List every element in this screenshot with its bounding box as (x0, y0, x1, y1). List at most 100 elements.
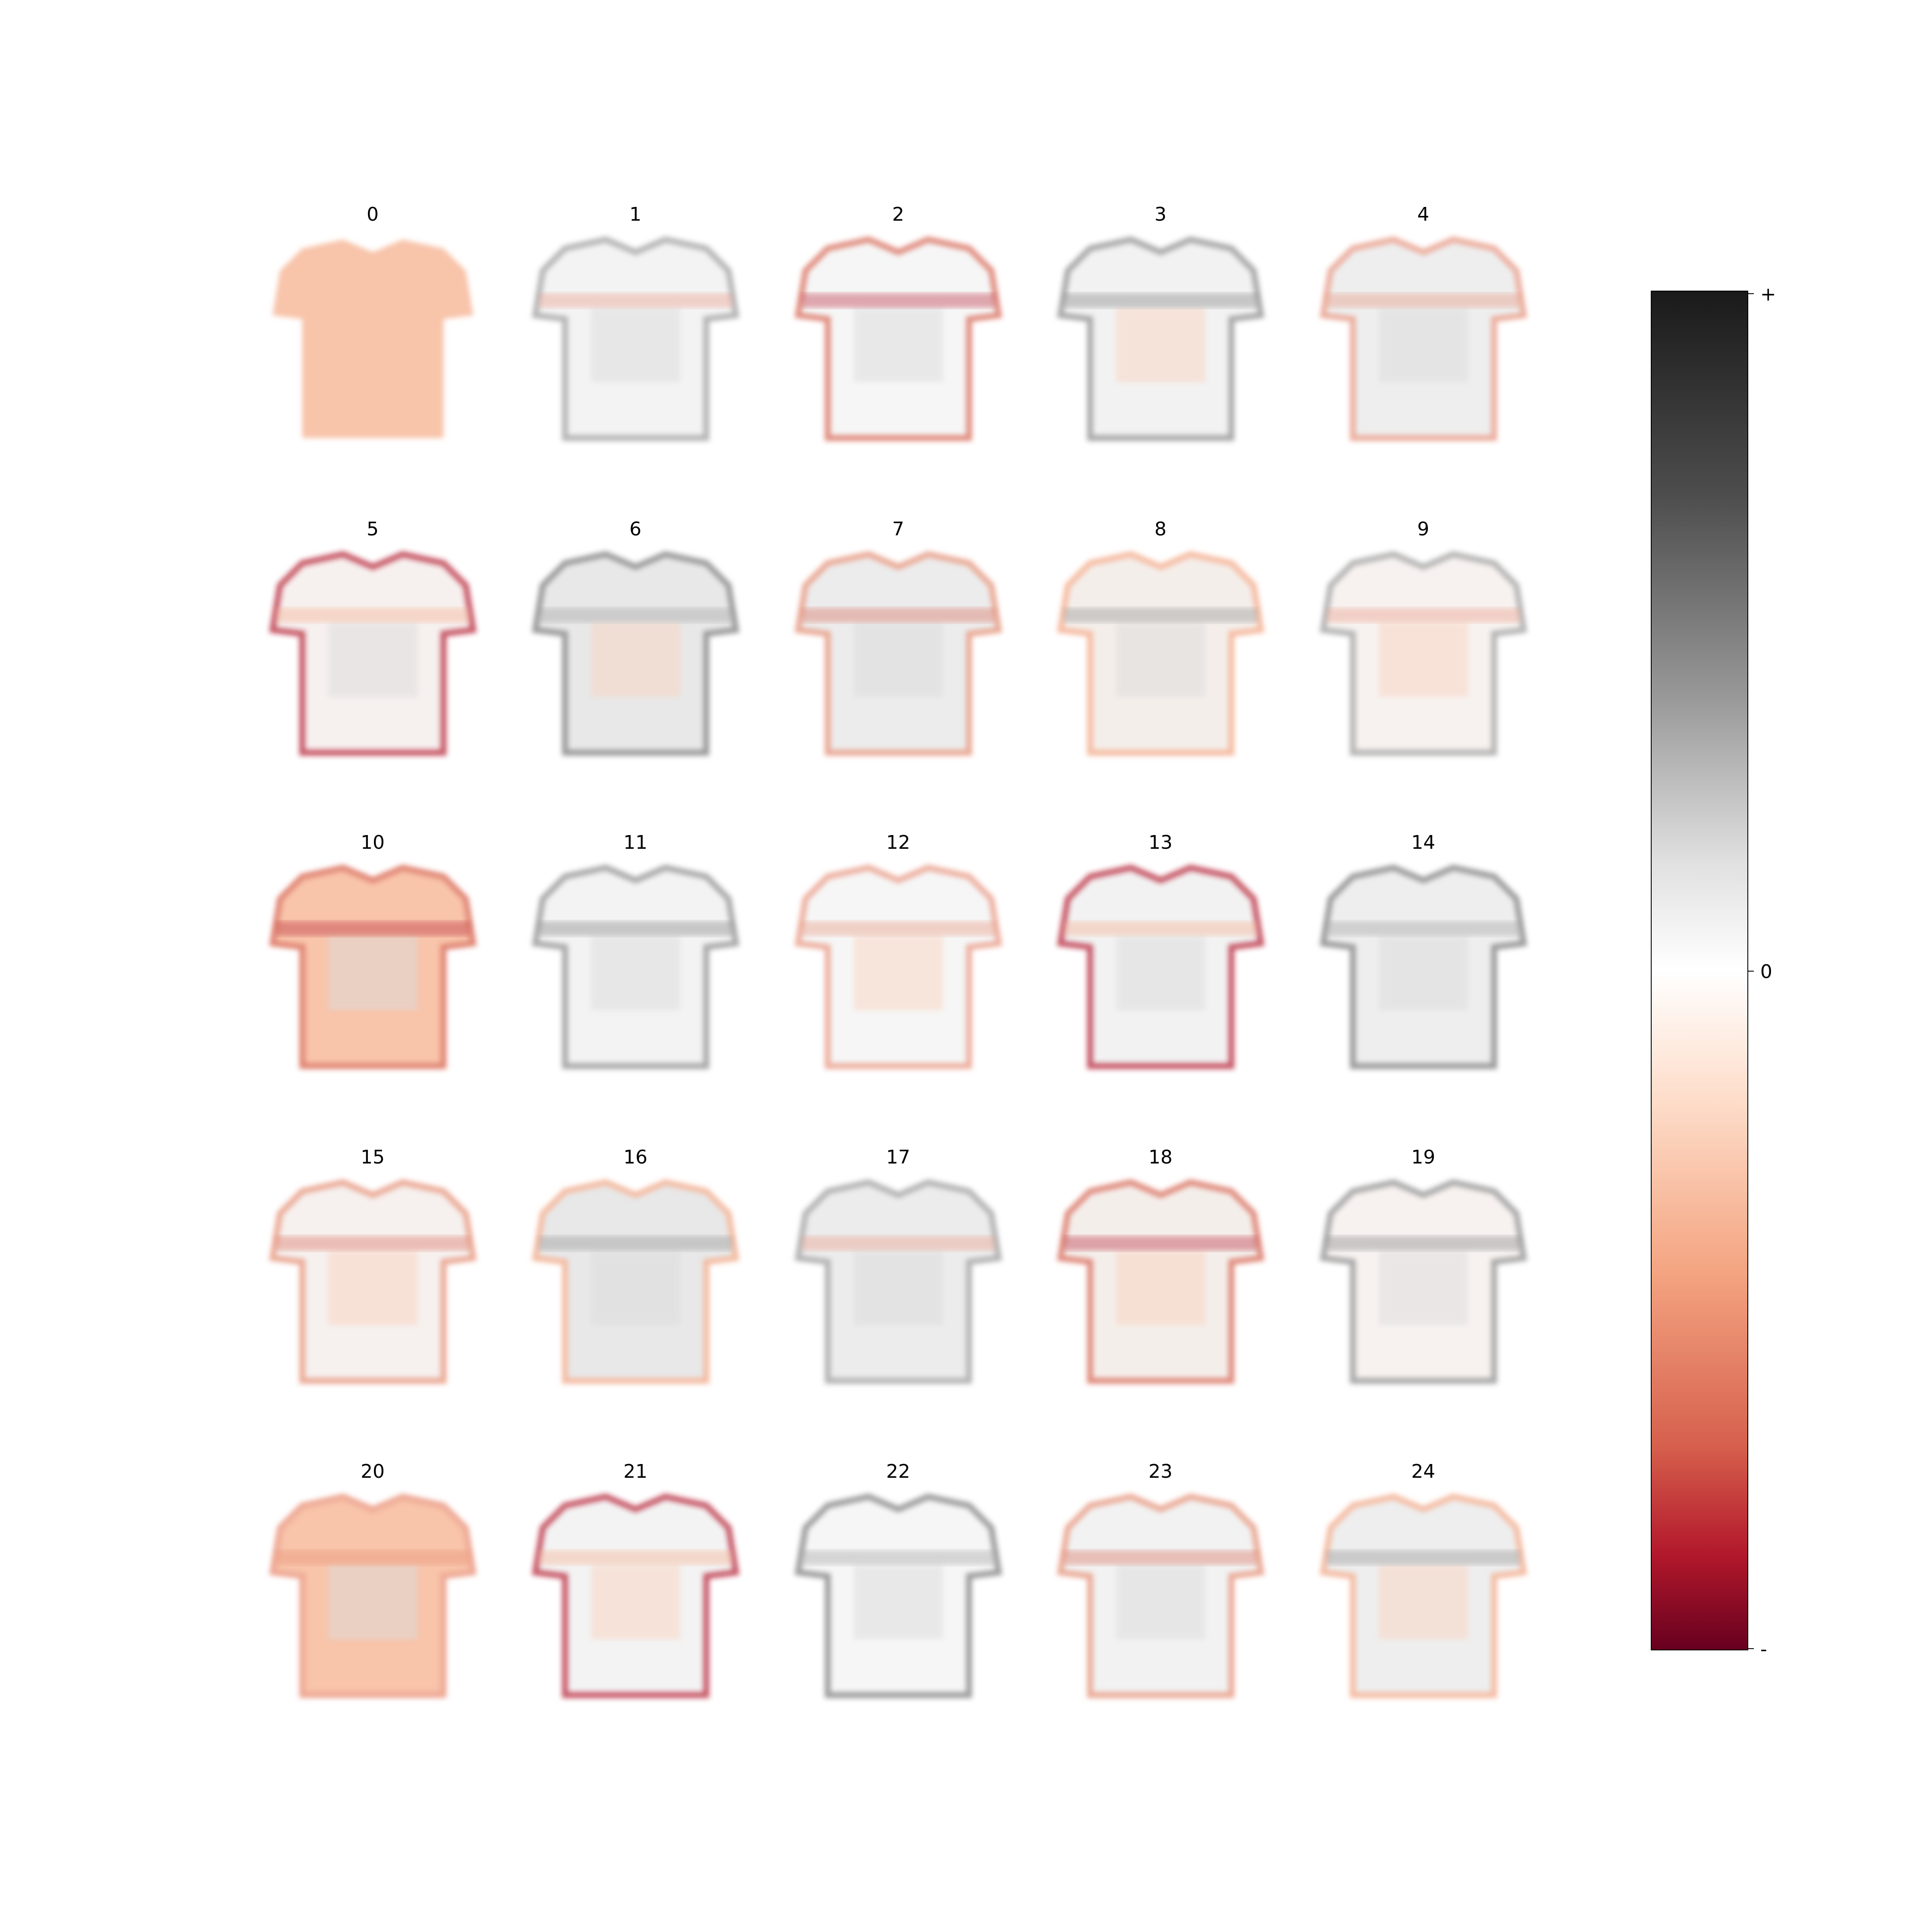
panel-title: 1 (629, 204, 641, 225)
shirt-patch (854, 623, 943, 697)
shirt-outline (794, 236, 1002, 441)
sleeve-band (1064, 293, 1258, 308)
shirt-outline (1319, 864, 1528, 1069)
panel-title: 6 (629, 518, 641, 540)
panel-title: 3 (1154, 204, 1166, 225)
shirt-image (532, 551, 740, 756)
shirt-outline (532, 236, 740, 441)
shirt-outline (794, 1179, 1002, 1384)
shirt-image (532, 864, 740, 1069)
shirt-image (1319, 1179, 1528, 1384)
shirt-outline (1319, 236, 1528, 441)
sleeve-band (1327, 293, 1520, 308)
sleeve-band (1327, 1550, 1520, 1565)
panel-title: 18 (1148, 1146, 1173, 1168)
shirt-outline (794, 864, 1002, 1069)
sleeve-band (1327, 921, 1520, 936)
shirt-outline (269, 1493, 477, 1698)
shirt-image (794, 551, 1002, 756)
sleeve-band (802, 608, 995, 623)
sleeve-band (1064, 921, 1258, 936)
panel-title: 11 (623, 832, 647, 854)
panel-title: 19 (1411, 1146, 1435, 1168)
panel-title: 4 (1417, 204, 1429, 225)
shirt-patch (591, 1565, 680, 1640)
panel-title: 20 (361, 1461, 385, 1482)
colorbar-gradient (1651, 291, 1748, 1650)
shirt-patch (591, 1251, 680, 1325)
shirt-patch (854, 1565, 943, 1640)
shirt-outline (1057, 864, 1265, 1069)
panel-title: 24 (1411, 1461, 1435, 1482)
shirt-image (269, 1179, 477, 1384)
shirt-outline (1319, 1493, 1528, 1698)
shirt-outline (1057, 551, 1265, 756)
panel-title: 7 (892, 518, 904, 540)
shirt-patch (1116, 1251, 1206, 1325)
shirt-image (1319, 864, 1528, 1069)
shirt-image (269, 864, 477, 1069)
colorbar-tick-label: 0 (1760, 961, 1772, 983)
panel-title: 9 (1417, 518, 1429, 540)
shirt-patch (591, 623, 680, 697)
colorbar-tick-label: - (1760, 1638, 1767, 1660)
sleeve-band (276, 1236, 470, 1251)
shirt-patch (1116, 1565, 1206, 1640)
sleeve-band (1064, 1236, 1258, 1251)
panel-title: 14 (1411, 832, 1435, 854)
sleeve-band (539, 293, 732, 308)
shirt-outline (532, 551, 740, 756)
panel-title: 10 (361, 832, 385, 854)
panel-title: 0 (367, 204, 379, 225)
shirt-patch (854, 1251, 943, 1325)
shirt-image (532, 236, 740, 441)
sleeve-band (276, 608, 470, 623)
shirt-patch (591, 308, 680, 383)
shirt-patch (1379, 623, 1468, 697)
shirt-patch (328, 936, 418, 1011)
shirt-outline (269, 864, 477, 1069)
shirt-body (272, 239, 474, 438)
shirt-patch (854, 936, 943, 1011)
shirt-image (794, 1493, 1002, 1698)
sleeve-band (1327, 1236, 1520, 1251)
shirt-image (1319, 1493, 1528, 1698)
shirt-image (269, 551, 477, 756)
shirt-outline (794, 1493, 1002, 1698)
shirt-image (794, 864, 1002, 1069)
shirt-patch (1116, 936, 1206, 1011)
sleeve-band (802, 293, 995, 308)
sleeve-band (802, 921, 995, 936)
sleeve-band (539, 608, 732, 623)
colorbar: + 0 - (1651, 283, 1776, 1660)
shirt-outline (1319, 1179, 1528, 1384)
shirt-patch (328, 623, 418, 697)
shirt-image (1057, 1493, 1265, 1698)
shirt-patch (854, 308, 943, 383)
shirt-image (1057, 864, 1265, 1069)
panel-title: 23 (1148, 1461, 1173, 1482)
shirt-image (269, 1493, 477, 1698)
panel-title: 16 (623, 1146, 647, 1168)
sleeve-band (539, 1550, 732, 1565)
shirt-outline (1057, 1493, 1265, 1698)
shirt-patch (1379, 1251, 1468, 1325)
panel-title: 17 (886, 1146, 910, 1168)
shirt-outline (1057, 236, 1265, 441)
shirt-patch (1116, 308, 1206, 383)
sleeve-band (1064, 608, 1258, 623)
colorbar-frame (1651, 291, 1748, 1650)
shirt-image (1319, 236, 1528, 441)
sleeve-band (1327, 608, 1520, 623)
shirt-outline (1319, 551, 1528, 756)
sleeve-band (802, 1550, 995, 1565)
shirt-image (794, 236, 1002, 441)
shirt-outline (269, 1179, 477, 1384)
shirt-patch (1379, 936, 1468, 1011)
shirt-image (1057, 236, 1265, 441)
panel-title: 13 (1148, 832, 1173, 854)
panel-title: 15 (361, 1146, 385, 1168)
shirt-patch (328, 1251, 418, 1325)
